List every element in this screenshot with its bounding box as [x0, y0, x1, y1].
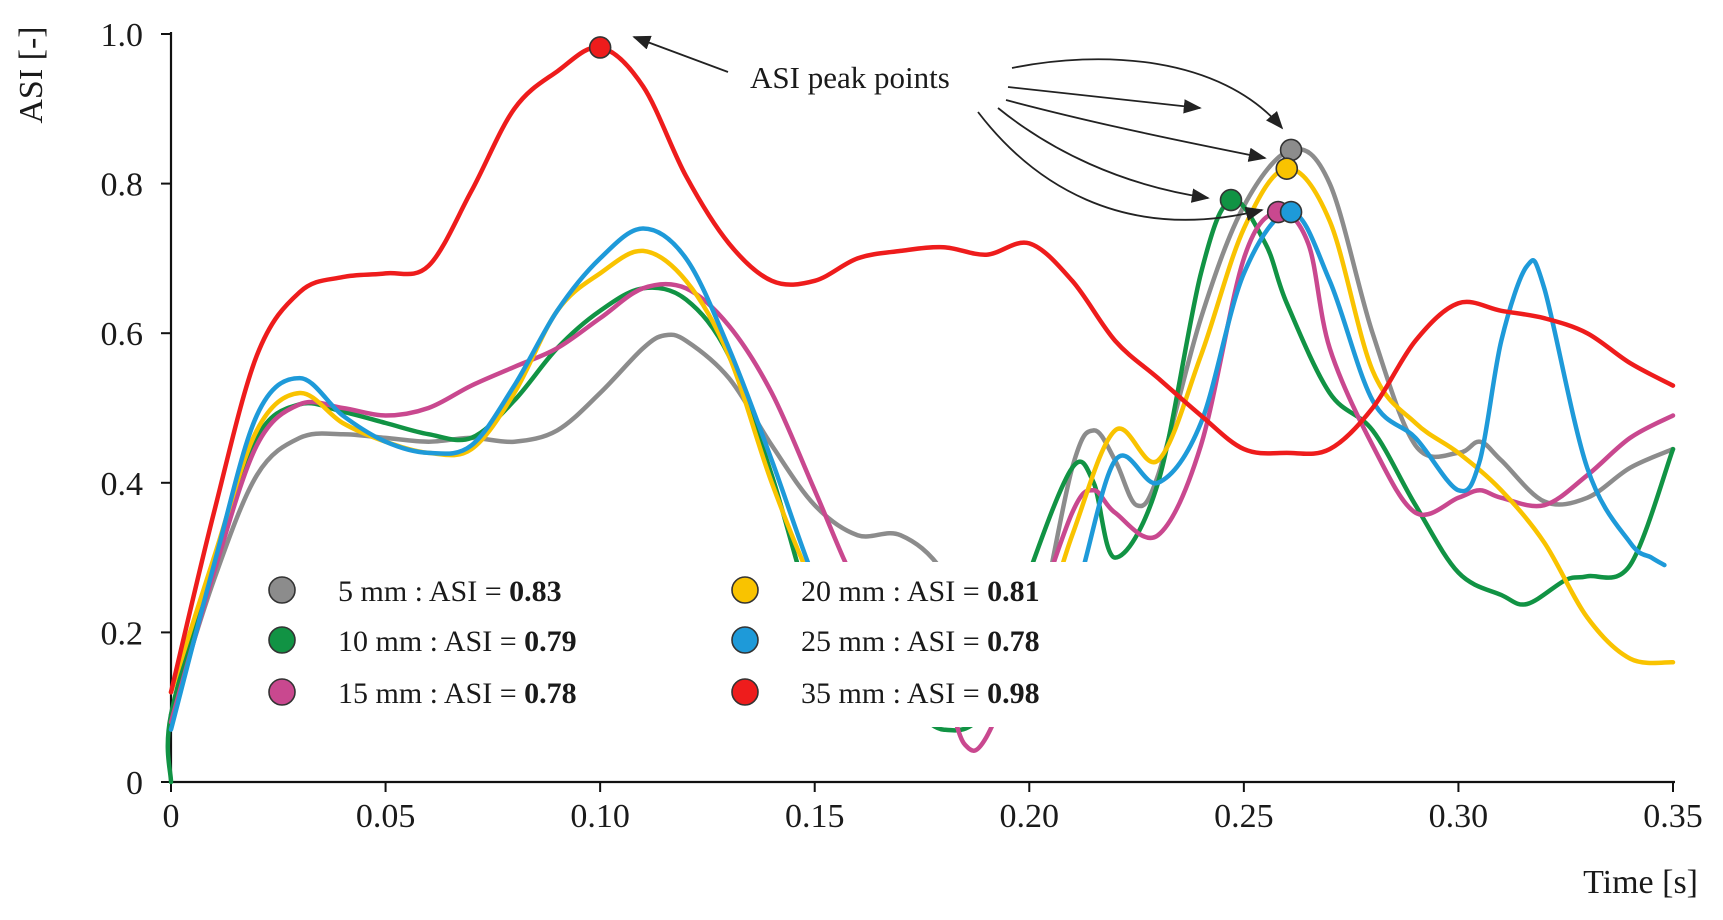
- annotation-arrow: [632, 35, 729, 73]
- x-tick-label: 0.35: [1643, 798, 1703, 835]
- annotation-arrow: [977, 111, 1264, 221]
- x-tick-label: 0.25: [1214, 798, 1274, 835]
- legend-entry-value: 0.78: [524, 677, 577, 710]
- legend-entry-label: 5 mm : ASI =: [338, 575, 509, 608]
- legend-entry-label: 15 mm : ASI =: [338, 677, 524, 710]
- annotation-label: ASI peak points: [750, 60, 950, 95]
- x-tick-label: 0.05: [356, 798, 416, 835]
- legend-entry-label: 25 mm : ASI =: [801, 625, 987, 658]
- x-tick-label: 0.15: [785, 798, 845, 835]
- legend-entry-value: 0.81: [987, 575, 1040, 608]
- x-tick-label: 0.10: [570, 798, 630, 835]
- annotation-arrow: [1007, 86, 1202, 114]
- series-line-15-mm: [168, 209, 1676, 753]
- series-line-35-mm: [168, 45, 1676, 695]
- legend-entry-value: 0.83: [509, 575, 562, 608]
- x-tick-label: 0.20: [1000, 798, 1060, 835]
- legend-box: [712, 562, 1122, 727]
- legend-marker-25-mm: [731, 626, 759, 654]
- x-axis-ticks: 0 0.05 0.10 0.15 0.20 0.25 0.30 0.35: [163, 782, 1703, 835]
- legend-entry-5-mm: 5 mm : ASI = 0.83: [338, 575, 562, 608]
- legend-entry-35-mm: 35 mm : ASI = 0.98: [801, 677, 1040, 710]
- legend-entry-value: 0.79: [524, 625, 577, 658]
- peak-markers: [588, 36, 1303, 224]
- annotation-arrows: [632, 35, 1284, 221]
- x-axis-title: Time [s]: [1583, 864, 1698, 901]
- peak-marker-20-mm: [1275, 157, 1299, 180]
- y-tick-label: 0.6: [101, 316, 144, 353]
- y-tick-label: 0.4: [101, 466, 144, 503]
- x-tick-label: 0.30: [1429, 798, 1489, 835]
- legend-entry-10-mm: 10 mm : ASI = 0.79: [338, 625, 577, 658]
- y-tick-label: 1.0: [101, 17, 144, 54]
- legend-entry-label: 20 mm : ASI =: [801, 575, 987, 608]
- legend-marker-5-mm: [268, 576, 296, 604]
- annotation-arrow: [997, 107, 1210, 203]
- y-tick-label: 0: [126, 765, 143, 802]
- legend-entry-20-mm: 20 mm : ASI = 0.81: [801, 575, 1040, 608]
- y-tick-label: 0.2: [101, 615, 144, 652]
- legend-entry-15-mm: 15 mm : ASI = 0.78: [338, 677, 577, 710]
- y-axis-ticks: 0 0.2 0.4 0.6 0.8 1.0: [101, 17, 171, 802]
- annotation-arrow: [1005, 99, 1267, 162]
- peak-marker-10-mm: [1219, 188, 1243, 212]
- peak-marker-25-mm: [1279, 200, 1303, 224]
- legend-marker-35-mm: [731, 678, 759, 706]
- legend-marker-15-mm: [268, 678, 296, 706]
- y-tick-label: 0.8: [101, 167, 144, 204]
- annotation-arrow: [1011, 58, 1284, 130]
- legend-entry-value: 0.98: [987, 677, 1040, 710]
- legend-entry-label: 10 mm : ASI =: [338, 625, 524, 658]
- legend-marker-20-mm: [731, 576, 759, 604]
- peak-marker-35-mm: [588, 36, 612, 59]
- axes: [169, 32, 1675, 784]
- legend-marker-10-mm: [268, 626, 296, 654]
- y-axis-title: ASI [-]: [13, 26, 50, 123]
- legend-entry-label: 35 mm : ASI =: [801, 677, 987, 710]
- legend-entry-value: 0.78: [987, 625, 1040, 658]
- x-tick-label: 0: [163, 798, 180, 835]
- legend-entry-25-mm: 25 mm : ASI = 0.78: [801, 625, 1040, 658]
- peak-marker-5-mm: [1279, 138, 1303, 162]
